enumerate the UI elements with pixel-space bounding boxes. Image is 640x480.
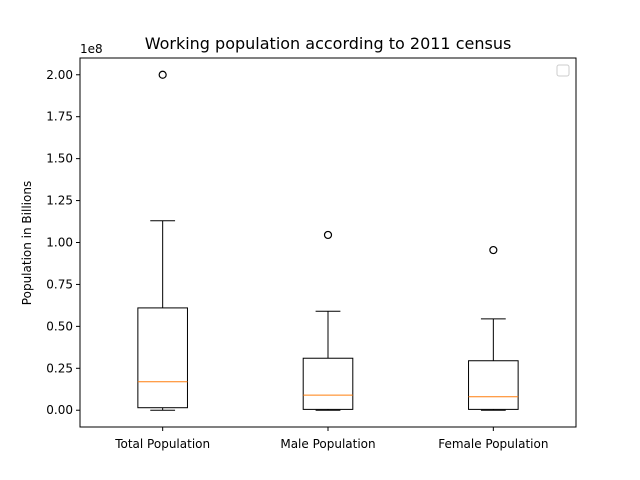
box-group (302, 230, 354, 411)
iqr-box (302, 357, 354, 410)
iqr-box (137, 307, 188, 409)
x-tick-label: Female Population (438, 437, 548, 451)
y-tick-label: 0.25 (46, 361, 73, 375)
y-tick-label: 0.50 (46, 319, 73, 333)
x-tick-label: Male Population (280, 437, 375, 451)
chart-title: Working population according to 2011 cen… (145, 34, 512, 53)
iqr-box (468, 360, 519, 410)
plot-area (137, 70, 519, 411)
legend-box (556, 64, 570, 77)
y-tick-label: 1.00 (46, 236, 73, 250)
y-axis-label: Population in Billions (20, 181, 34, 305)
y-tick-label: 2.00 (46, 68, 73, 82)
y-tick-label: 0.75 (46, 277, 73, 291)
y-tick-label: 1.50 (46, 152, 73, 166)
y-tick-label: 0.00 (46, 403, 73, 417)
plot-frame (79, 57, 577, 428)
y-offset-label: 1e8 (80, 42, 103, 56)
box-group (468, 245, 519, 411)
x-tick-label: Total Population (114, 437, 210, 451)
box-group (137, 70, 188, 411)
outlier-point (323, 230, 333, 240)
y-tick-label: 1.25 (46, 194, 73, 208)
outlier-point (489, 245, 498, 255)
y-tick-label: 1.75 (46, 110, 73, 124)
outlier-point (158, 70, 167, 79)
